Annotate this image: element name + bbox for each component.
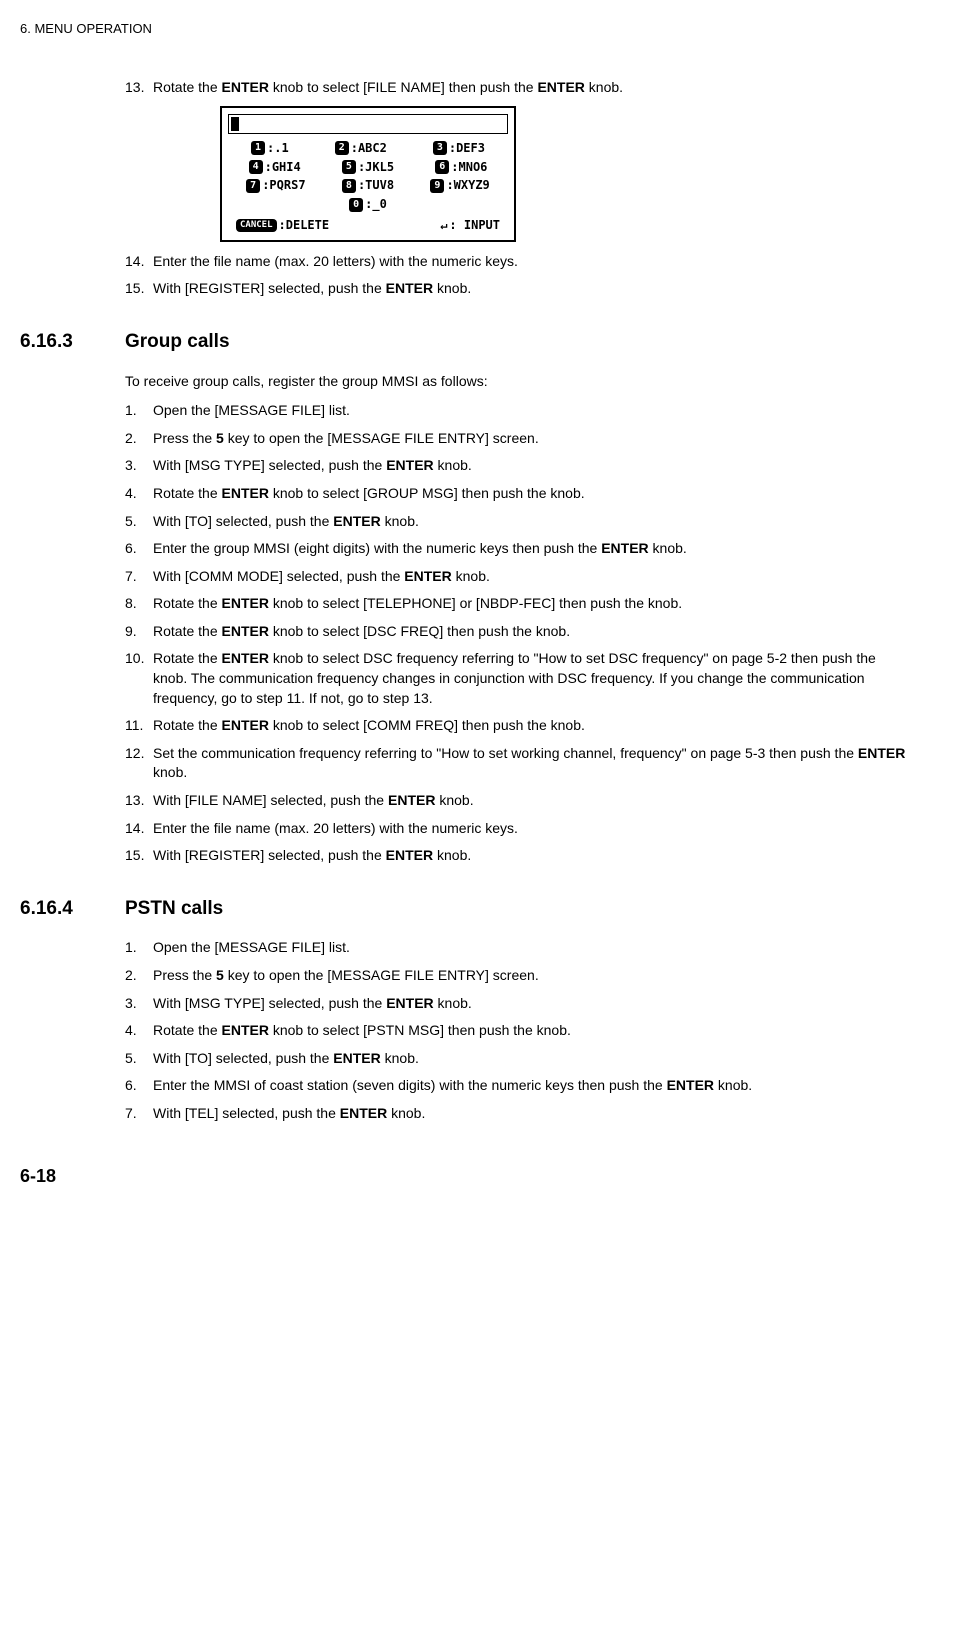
step-item: 4. Rotate the ENTER knob to select [PSTN… bbox=[125, 1021, 913, 1041]
step-item: 7. With [TEL] selected, push the ENTER k… bbox=[125, 1104, 913, 1124]
step-item: 5. With [TO] selected, push the ENTER kn… bbox=[125, 512, 913, 532]
step-item: 3. With [MSG TYPE] selected, push the EN… bbox=[125, 456, 913, 476]
step-item: 11. Rotate the ENTER knob to select [COM… bbox=[125, 716, 913, 736]
step-item: 15. With [REGISTER] selected, push the E… bbox=[125, 279, 913, 299]
step-item: 6. Enter the group MMSI (eight digits) w… bbox=[125, 539, 913, 559]
step-item: 10. Rotate the ENTER knob to select DSC … bbox=[125, 649, 913, 708]
section-title: Group calls bbox=[125, 329, 230, 356]
step-item: 2. Press the 5 key to open the [MESSAGE … bbox=[125, 429, 913, 449]
step-item: 15. With [REGISTER] selected, push the E… bbox=[125, 846, 913, 866]
step-item: 6. Enter the MMSI of coast station (seve… bbox=[125, 1076, 913, 1096]
section-number: 6.16.4 bbox=[20, 896, 125, 923]
step-item: 2. Press the 5 key to open the [MESSAGE … bbox=[125, 966, 913, 986]
step-item: 1. Open the [MESSAGE FILE] list. bbox=[125, 938, 913, 958]
page-header: 6. MENU OPERATION bbox=[20, 20, 913, 38]
step-item: 5. With [TO] selected, push the ENTER kn… bbox=[125, 1049, 913, 1069]
keypad-input-field bbox=[228, 114, 508, 134]
step-item: 4. Rotate the ENTER knob to select [GROU… bbox=[125, 484, 913, 504]
step-item: 3. With [MSG TYPE] selected, push the EN… bbox=[125, 994, 913, 1014]
step-content: Enter the file name (max. 20 letters) wi… bbox=[153, 252, 913, 272]
step-number: 13. bbox=[125, 78, 153, 98]
step-item: 7. With [COMM MODE] selected, push the E… bbox=[125, 567, 913, 587]
page-number: 6-18 bbox=[20, 1164, 913, 1189]
step-item: 13. With [FILE NAME] selected, push the … bbox=[125, 791, 913, 811]
step-item: 9. Rotate the ENTER knob to select [DSC … bbox=[125, 622, 913, 642]
keypad-diagram: 1:.1 2:ABC2 3:DEF3 4:GHI4 5:JKL5 6:MNO6 … bbox=[220, 106, 516, 242]
step-content: Rotate the ENTER knob to select [FILE NA… bbox=[153, 78, 913, 98]
section-heading: 6.16.4 PSTN calls bbox=[20, 896, 913, 923]
step-item: 14. Enter the file name (max. 20 letters… bbox=[125, 252, 913, 272]
section-heading: 6.16.3 Group calls bbox=[20, 329, 913, 356]
section-intro: To receive group calls, register the gro… bbox=[125, 372, 913, 392]
step-number: 14. bbox=[125, 252, 153, 272]
step-item: 8. Rotate the ENTER knob to select [TELE… bbox=[125, 594, 913, 614]
step-item: 1. Open the [MESSAGE FILE] list. bbox=[125, 401, 913, 421]
step-item: 14. Enter the file name (max. 20 letters… bbox=[125, 819, 913, 839]
step-item: 13. Rotate the ENTER knob to select [FIL… bbox=[125, 78, 913, 98]
section-number: 6.16.3 bbox=[20, 329, 125, 356]
step-item: 12. Set the communication frequency refe… bbox=[125, 744, 913, 783]
step-number: 15. bbox=[125, 279, 153, 299]
step-content: With [REGISTER] selected, push the ENTER… bbox=[153, 279, 913, 299]
section-title: PSTN calls bbox=[125, 896, 223, 923]
